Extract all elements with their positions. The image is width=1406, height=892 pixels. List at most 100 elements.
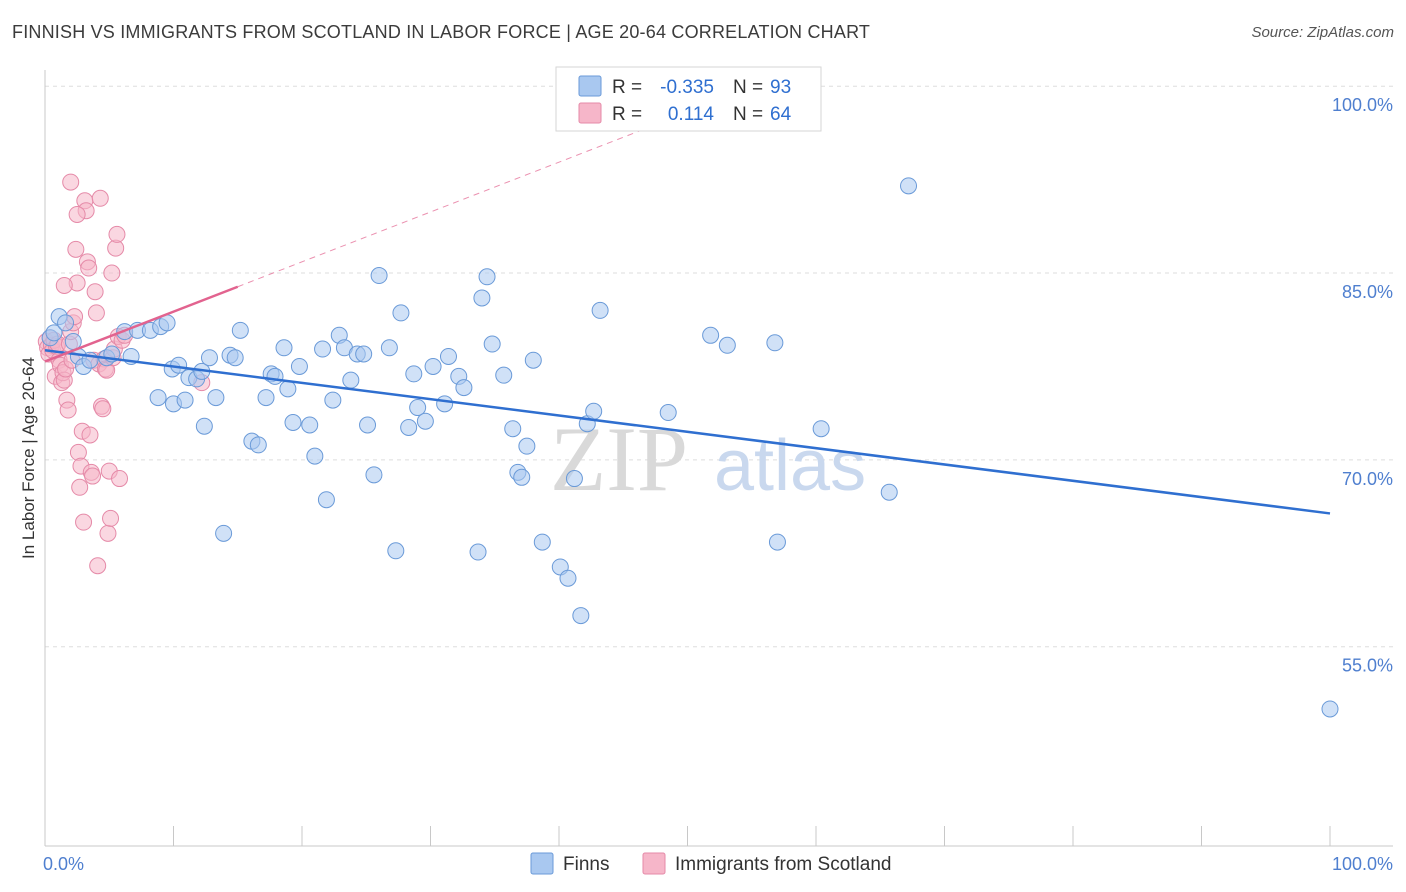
finns-point: [659, 404, 677, 422]
finns-point: [324, 391, 342, 409]
finns-point: [478, 268, 496, 286]
finns-point: [266, 367, 284, 385]
scotland-point: [94, 400, 112, 418]
finns-point: [215, 524, 233, 542]
finns-point: [718, 336, 736, 354]
legend-finns-label: Finns: [563, 854, 609, 875]
finns-trendline: [44, 349, 1331, 515]
y-tick-label: 55.0%: [1342, 656, 1393, 676]
finns-point: [301, 416, 319, 434]
watermark-zip: ZIP: [550, 408, 688, 510]
grid-lines: [45, 85, 1393, 648]
finns-point: [880, 483, 898, 501]
finns-point: [200, 349, 218, 367]
finns-point: [812, 420, 830, 438]
y-tick-labels: 100.0% 85.0% 70.0% 55.0%: [1332, 95, 1393, 676]
scotland-point: [84, 467, 102, 485]
finns-point: [439, 347, 457, 365]
stats-scotland-r-label: R =: [612, 104, 642, 125]
scotland-point: [68, 205, 86, 223]
scotland-point: [87, 304, 105, 322]
finns-point: [424, 357, 442, 375]
axes: [44, 70, 1393, 847]
y-tick-label: 70.0%: [1342, 469, 1393, 489]
y-tick-label: 85.0%: [1342, 282, 1393, 302]
finns-point: [1321, 700, 1339, 718]
finns-point: [275, 339, 293, 357]
finns-point: [279, 380, 297, 398]
finns-point: [436, 395, 454, 413]
scotland-point: [99, 524, 117, 542]
finns-point: [380, 339, 398, 357]
finns-point: [387, 542, 405, 560]
finns-point: [768, 533, 786, 551]
finns-point: [572, 607, 590, 625]
finns-point: [513, 468, 531, 486]
legend: Finns Immigrants from Scotland: [530, 852, 891, 875]
scotland-point: [75, 513, 93, 531]
source-credit: Source: ZipAtlas.com: [1251, 24, 1394, 41]
finns-point: [392, 304, 410, 322]
finns-point: [559, 569, 577, 587]
stats-scotland-n-label: N =: [733, 104, 763, 125]
finns-point: [365, 466, 383, 484]
finns-point: [342, 371, 360, 389]
legend-scotland-swatch: [642, 852, 666, 875]
finns-point: [226, 349, 244, 367]
finns-point: [585, 402, 603, 420]
legend-scotland-label: Immigrants from Scotland: [675, 854, 891, 875]
stats-finns-swatch: [578, 75, 602, 97]
stats-box: R = -0.335 N = 93 R = 0.114 N = 64: [555, 66, 822, 132]
scotland-point: [67, 240, 85, 258]
finns-point: [473, 289, 491, 307]
finns-point: [416, 412, 434, 430]
scotland-point: [71, 478, 89, 496]
x-tick-label-left: 0.0%: [43, 854, 84, 874]
finns-point: [591, 301, 609, 319]
finns-point: [533, 533, 551, 551]
y-axis-title: In Labor Force | Age 20-64: [19, 357, 38, 559]
scotland-point: [108, 225, 126, 243]
stats-finns-n-label: N =: [733, 77, 763, 98]
x-tick-label-right: 100.0%: [1332, 854, 1393, 874]
finns-point: [409, 399, 427, 417]
finns-point: [314, 340, 332, 358]
finns-point: [207, 389, 225, 407]
finns-point: [400, 418, 418, 436]
finns-point: [355, 345, 373, 363]
finns-point: [257, 389, 275, 407]
finns-point: [524, 351, 542, 369]
finns-point: [149, 389, 167, 407]
finns-point: [195, 417, 213, 435]
scotland-point: [86, 283, 104, 301]
scotland-point: [89, 557, 107, 575]
finns-point: [317, 491, 335, 509]
scotland-point: [55, 276, 73, 294]
finns-point: [249, 436, 267, 454]
finns-point: [290, 357, 308, 375]
finns-point: [370, 267, 388, 285]
finns-point: [469, 543, 487, 561]
finns-point: [702, 326, 720, 344]
finns-point: [495, 366, 513, 384]
finns-point: [405, 365, 423, 383]
finns-point: [900, 177, 918, 195]
finns-point: [284, 414, 302, 432]
scotland-point: [59, 401, 77, 419]
scotland-point: [111, 470, 129, 488]
finns-point: [359, 416, 377, 434]
stats-scotland-n-value: 64: [770, 104, 792, 125]
scotland-point: [91, 189, 109, 207]
scotland-point: [102, 509, 120, 527]
finns-point: [57, 314, 75, 332]
x-tick-labels: 0.0% 100.0%: [43, 854, 1393, 874]
scotland-trendline: [44, 285, 239, 363]
y-tick-label: 100.0%: [1332, 95, 1393, 115]
legend-finns-swatch: [530, 852, 554, 875]
scotland-point: [103, 264, 121, 282]
finns-point: [45, 324, 63, 342]
finns-point: [455, 379, 473, 397]
stats-finns-r-value: -0.335: [660, 77, 714, 98]
scotland-point: [62, 173, 80, 191]
